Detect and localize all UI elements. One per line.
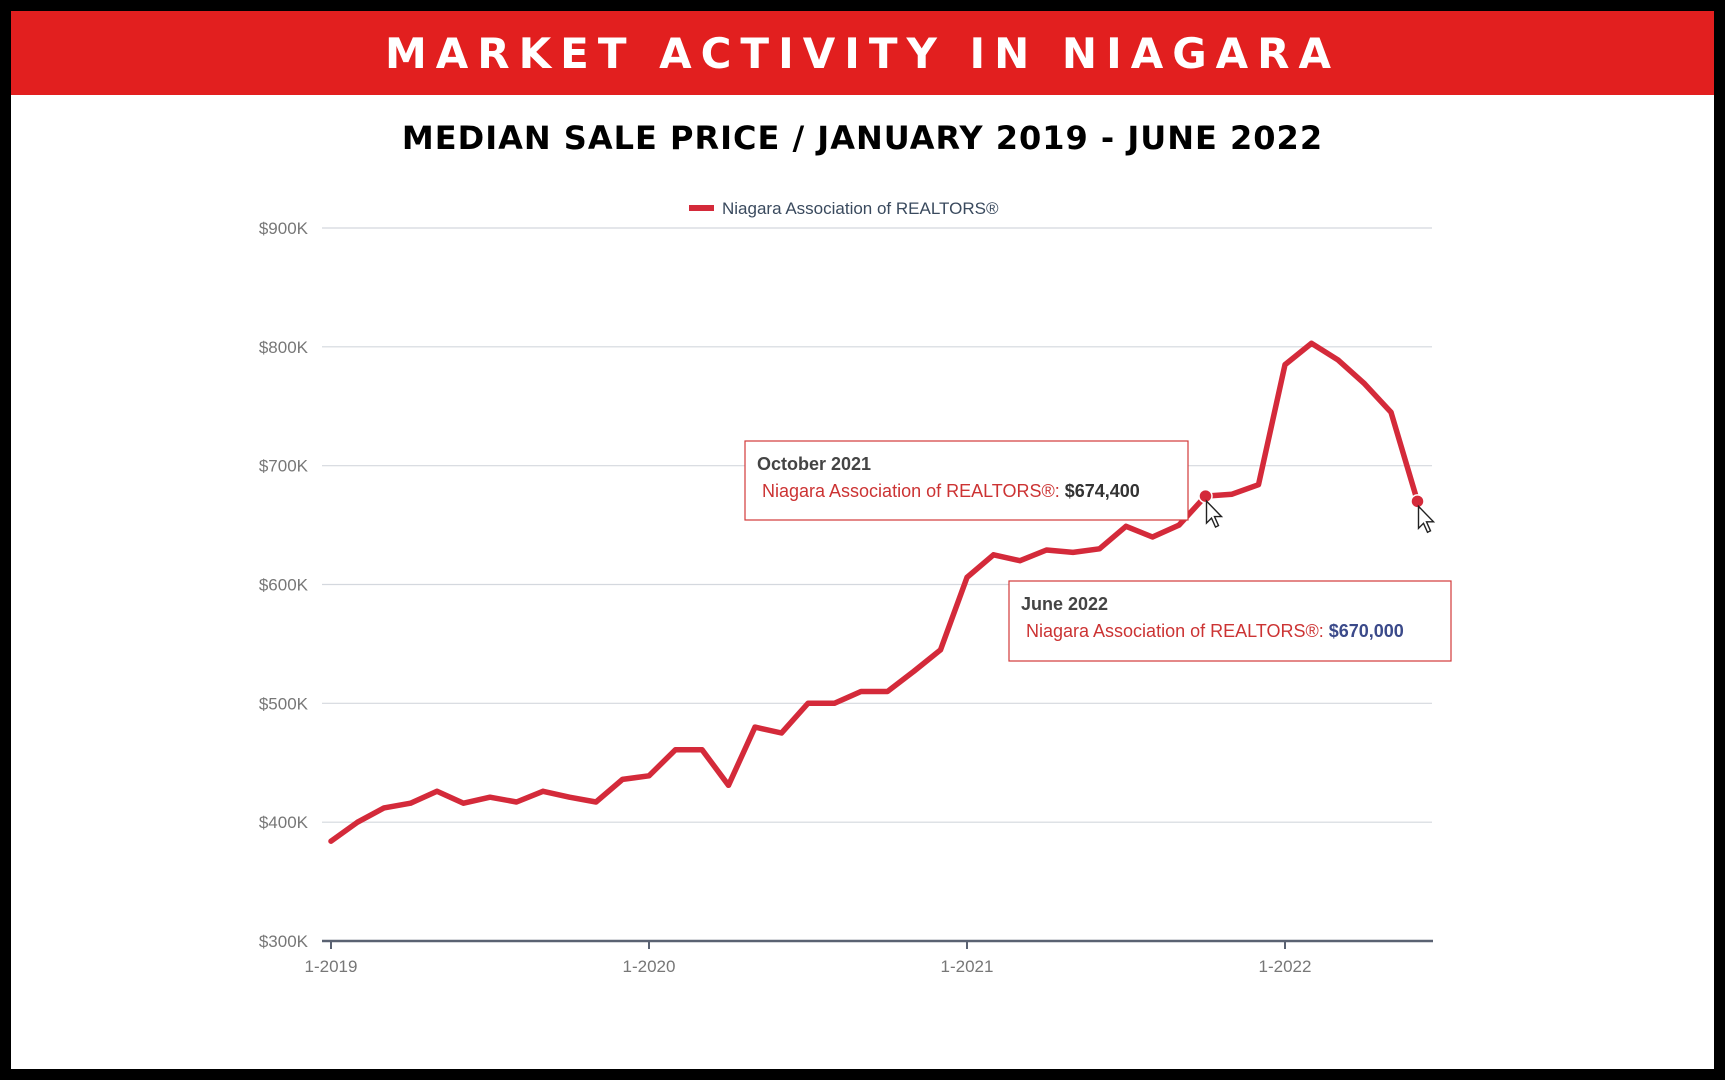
data-point [1123, 523, 1129, 529]
tooltips: October 2021 Niagara Association of REALT… [744, 440, 1452, 662]
gridlines [322, 227, 1432, 823]
data-point [1176, 522, 1182, 528]
tooltip-box [1008, 580, 1452, 662]
x-tick-label: 1-2021 [941, 957, 994, 976]
data-point [1229, 491, 1235, 497]
data-point [938, 647, 943, 653]
data-point [408, 800, 413, 806]
data-point [1362, 381, 1367, 387]
data-point [434, 788, 440, 794]
data-point [540, 788, 546, 794]
x-tick-label: 1-2019 [305, 957, 358, 976]
y-axis-ticks: $900K $800K $700K $600K $500K $400K $300K [259, 219, 309, 951]
banner: MARKET ACTIVITY IN NIAGARA [11, 11, 1714, 95]
cursor-pointer-icon [1205, 499, 1224, 529]
y-tick-label: $700K [259, 457, 309, 476]
data-point [1282, 362, 1288, 368]
x-tick-label: 1-2022 [1259, 957, 1312, 976]
data-point [673, 747, 678, 753]
data-point [487, 794, 493, 800]
legend-swatch [689, 205, 714, 211]
data-point [620, 776, 625, 782]
tooltip-box [744, 440, 1189, 521]
data-point [328, 838, 334, 844]
data-point [1335, 357, 1341, 363]
data-point [779, 730, 784, 736]
data-point [1044, 547, 1049, 553]
data-point [752, 724, 758, 730]
banner-title: MARKET ACTIVITY IN NIAGARA [384, 28, 1341, 78]
data-point [1388, 409, 1394, 415]
data-point [885, 688, 890, 694]
data-point [1017, 558, 1023, 564]
y-tick-label: $400K [259, 813, 309, 832]
highlight-marker [1410, 494, 1425, 509]
tooltip-series-value: Niagara Association of REALTORS®: $670,0… [1026, 621, 1404, 641]
data-point [1309, 340, 1314, 346]
data-point [699, 747, 705, 753]
tooltip-series-value: Niagara Association of REALTORS®: $674,4… [762, 481, 1140, 501]
data-point [1097, 546, 1102, 552]
highlight-marker [1198, 488, 1213, 504]
data-point [461, 800, 466, 806]
y-tick-label: $500K [259, 694, 309, 713]
legend-label: Niagara Association of REALTORS® [722, 199, 999, 218]
data-point [355, 819, 360, 825]
chart-subtitle: MEDIAN SALE PRICE / JANUARY 2019 - JUNE … [401, 119, 1324, 157]
data-point [991, 552, 996, 558]
tooltip-date: June 2022 [1021, 594, 1108, 614]
data-point [805, 700, 811, 706]
data-point [911, 668, 917, 674]
data-point [514, 799, 519, 805]
data-point [567, 794, 572, 800]
x-axis: 1-2019 1-2020 1-2021 1-2022 [305, 939, 1433, 976]
data-point [858, 688, 864, 694]
data-point [1070, 549, 1076, 555]
data-point [1150, 534, 1155, 540]
y-tick-label: $800K [259, 338, 309, 357]
data-point [832, 700, 837, 706]
y-tick-label: $900K [259, 219, 309, 238]
series-line-group [328, 340, 1421, 844]
data-point [381, 805, 387, 811]
tooltip-date: October 2021 [757, 454, 871, 474]
y-tick-label: $600K [259, 576, 309, 595]
chart-frame: MARKET ACTIVITY IN NIAGARA MEDIAN SALE P… [11, 11, 1714, 1069]
cursor-pointer-icon [1417, 504, 1436, 534]
data-point [726, 782, 731, 788]
y-tick-label: $300K [259, 932, 309, 951]
data-point [646, 773, 652, 779]
data-point [593, 799, 599, 805]
data-point [1256, 482, 1261, 488]
x-tick-label: 1-2020 [623, 957, 676, 976]
legend: Niagara Association of REALTORS® [689, 199, 999, 218]
series-line [328, 340, 1421, 844]
data-point [964, 574, 970, 580]
